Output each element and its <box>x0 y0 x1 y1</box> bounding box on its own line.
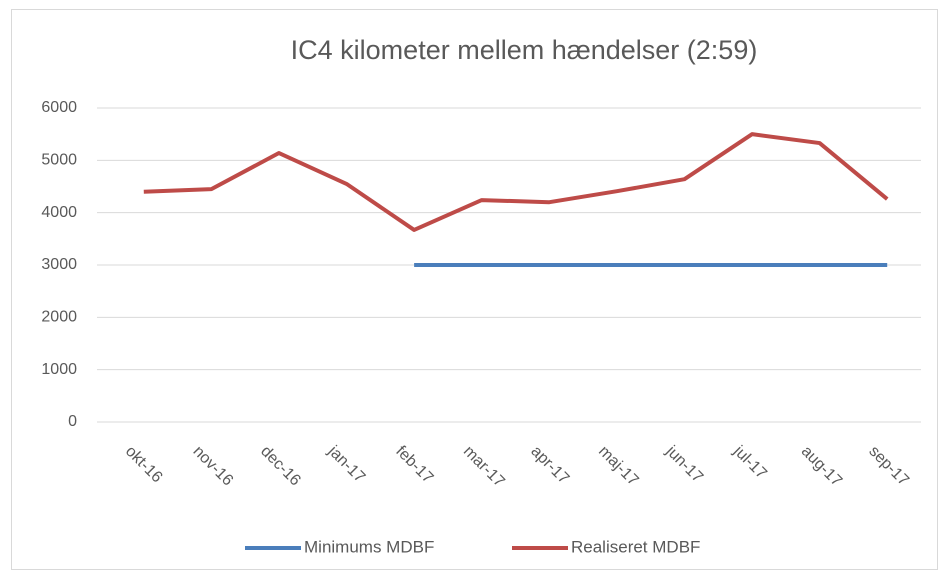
y-tick-label: 0 <box>68 413 77 430</box>
series-line <box>143 132 889 232</box>
chart-frame <box>11 9 938 570</box>
chart-title: IC4 kilometer mellem hændelser (2:59) <box>291 35 758 65</box>
legend-label: Realiseret MDBF <box>571 537 700 556</box>
y-tick-label: 6000 <box>41 99 77 116</box>
y-tick-label: 3000 <box>41 256 77 273</box>
y-tick-label: 5000 <box>41 152 77 169</box>
legend-label: Minimums MDBF <box>304 537 434 556</box>
y-tick-label: 4000 <box>41 204 77 221</box>
y-tick-label: 2000 <box>41 309 77 326</box>
y-tick-label: 1000 <box>41 361 77 378</box>
